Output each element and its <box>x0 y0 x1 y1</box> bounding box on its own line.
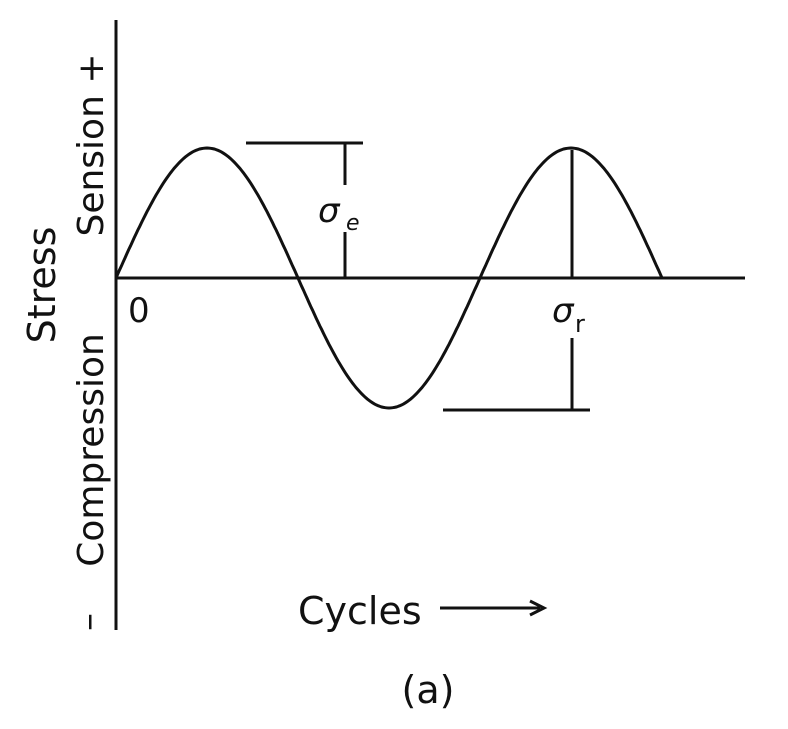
y-axis-label: Stress <box>20 227 64 344</box>
caption: (a) <box>402 668 455 712</box>
origin-label: 0 <box>128 291 150 331</box>
y-negative-sign: – <box>68 613 109 631</box>
sigma-e-symbol: σ <box>318 191 341 231</box>
sigma-r-symbol: σ <box>552 291 575 331</box>
sigma-r-dimension: σ r <box>443 150 590 412</box>
x-axis-label: Cycles <box>298 589 422 633</box>
sigma-e-dimension: σ e <box>246 141 363 278</box>
y-negative-label: Compression <box>71 333 112 567</box>
x-arrow-icon <box>440 599 548 617</box>
sigma-r-subscript: r <box>575 310 585 338</box>
sine-wave <box>114 146 664 410</box>
y-positive-label: Sension + <box>71 53 112 236</box>
sigma-e-subscript: e <box>346 211 360 236</box>
